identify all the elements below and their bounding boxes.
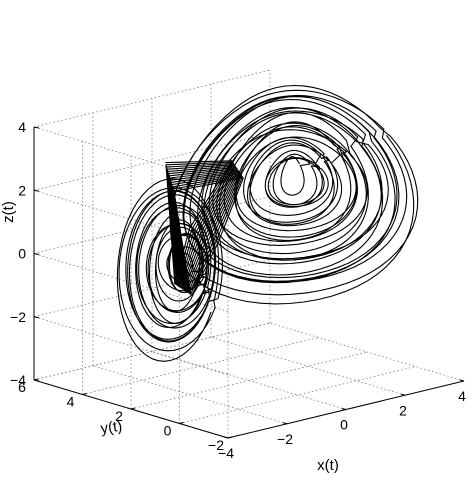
x-tick-label: 0 [340, 417, 348, 433]
y-tick-mark [130, 407, 136, 410]
y-tick-label: 2 [115, 408, 123, 424]
y-tick-mark [179, 422, 184, 424]
trajectory-connecting-strands [165, 160, 244, 296]
x-tick-label: 4 [458, 388, 466, 404]
grid-line [82, 337, 319, 395]
z-tick-mark [33, 379, 40, 382]
trajectory-upper-scroll [169, 84, 419, 305]
grid-line [33, 189, 229, 249]
x-axis-label: x(t) [317, 457, 339, 474]
x-tick-mark [223, 436, 229, 439]
z-tick-label: 0 [18, 246, 26, 262]
x-tick-label: −4 [218, 445, 234, 461]
z-tick-label: 2 [18, 182, 26, 198]
x-tick-label: 2 [399, 402, 407, 418]
z-tick-mark [33, 126, 40, 129]
grid-line [210, 336, 406, 396]
z-tick-label: −2 [10, 309, 26, 325]
y-tick-label: −2 [208, 437, 224, 453]
y-tick-label: 4 [67, 394, 75, 410]
grid-line [33, 259, 271, 318]
grid-line [130, 351, 368, 410]
grid-line [179, 366, 416, 424]
y-axis-label: y(t) [99, 418, 123, 438]
z-tick-mark [33, 189, 40, 192]
x-tick-mark [282, 422, 288, 425]
x-tick-mark [400, 393, 406, 396]
grid-line [33, 196, 271, 254]
grid-line [33, 69, 271, 128]
grid-line [33, 126, 229, 186]
grid-line [33, 322, 271, 381]
y-tick-label: 6 [18, 379, 26, 395]
y-tick-mark [82, 393, 87, 395]
x-tick-label: −2 [277, 431, 293, 447]
z-tick-label: 4 [18, 119, 26, 135]
z-tick-mark [33, 316, 40, 319]
x-tick-mark [341, 408, 347, 410]
z-axis-label: z(t) [0, 201, 17, 223]
grid-line [33, 132, 271, 191]
trajectory-series [116, 84, 419, 362]
grid-line [269, 322, 465, 382]
y-tick-mark [227, 436, 233, 439]
axes-grid [33, 69, 465, 439]
x-tick-mark [459, 379, 465, 382]
y-tick-label: 0 [164, 423, 172, 439]
z-tick-label: −4 [10, 372, 26, 388]
grid-line [33, 316, 229, 376]
z-tick-mark [33, 253, 40, 255]
axes-frame [33, 126, 465, 439]
grid-line [33, 253, 229, 312]
